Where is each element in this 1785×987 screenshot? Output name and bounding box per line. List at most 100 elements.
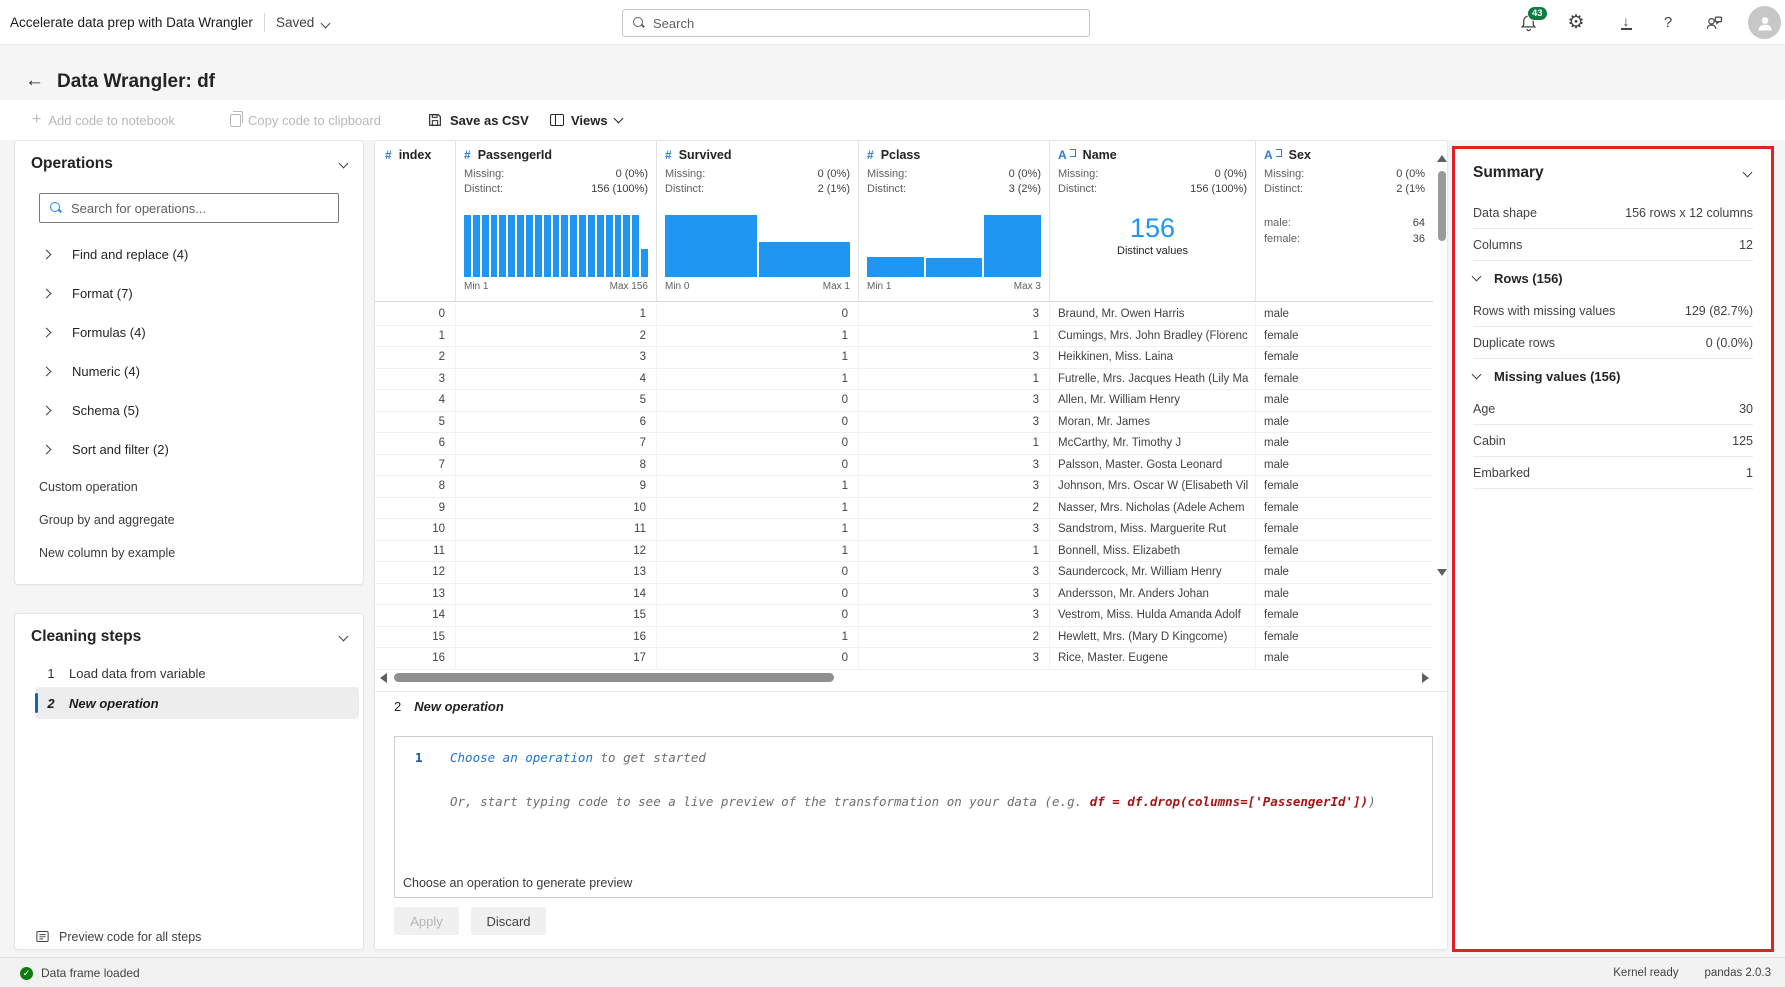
feedback-button[interactable] bbox=[1700, 0, 1728, 45]
table-cell[interactable]: Nasser, Mrs. Nicholas (Adele Achem bbox=[1049, 497, 1255, 519]
table-cell[interactable]: male bbox=[1255, 648, 1433, 670]
table-cell[interactable]: 0 bbox=[656, 605, 858, 627]
cleaning-step[interactable]: 2 New operation bbox=[35, 687, 359, 719]
table-cell[interactable]: 0 bbox=[656, 411, 858, 433]
operation-group[interactable]: Numeric (4) bbox=[15, 356, 363, 386]
column-header[interactable]: A Sex Missing: 0 (0% Distinct: 2 (1% male: 64 fe… bbox=[1255, 141, 1433, 301]
column-header[interactable]: # Pclass Missing: 0 (0%) Distinct: 3 (2%) Min … bbox=[858, 141, 1049, 301]
table-row[interactable]: 8 9 1 3 Johnson, Mrs. Oscar W (Elisabeth Vil… bbox=[375, 476, 1433, 498]
collapse-summary-icon[interactable] bbox=[1742, 167, 1753, 178]
table-cell[interactable]: Allen, Mr. William Henry bbox=[1049, 390, 1255, 412]
operation-link[interactable]: Custom operation bbox=[39, 480, 138, 494]
table-row[interactable]: 16 17 0 3 Rice, Master. Eugene male bbox=[375, 648, 1433, 670]
table-cell[interactable]: Sandstrom, Miss. Marguerite Rut bbox=[1049, 519, 1255, 541]
table-cell[interactable]: 9 bbox=[438, 501, 445, 514]
table-cell[interactable]: 3 bbox=[858, 390, 1049, 412]
table-cell[interactable]: 1 bbox=[656, 347, 858, 369]
operations-search-input[interactable] bbox=[71, 200, 321, 216]
table-cell[interactable]: 3 bbox=[858, 476, 1049, 498]
table-cell[interactable]: 10 bbox=[455, 497, 656, 519]
table-cell[interactable]: 1 bbox=[656, 325, 858, 347]
table-row[interactable]: 4 5 0 3 Allen, Mr. William Henry male bbox=[375, 390, 1433, 412]
table-row[interactable]: 2 3 1 3 Heikkinen, Miss. Laina female bbox=[375, 347, 1433, 369]
table-cell[interactable]: male bbox=[1255, 390, 1433, 412]
table-cell[interactable]: 5 bbox=[455, 390, 656, 412]
table-cell[interactable]: 14 bbox=[432, 609, 445, 621]
apply-button[interactable]: Apply bbox=[394, 907, 459, 935]
table-cell[interactable]: Palsson, Master. Gosta Leonard bbox=[1049, 454, 1255, 476]
table-cell[interactable]: male bbox=[1255, 433, 1433, 455]
table-cell[interactable]: 1 bbox=[656, 540, 858, 562]
table-cell[interactable]: 0 bbox=[656, 433, 858, 455]
table-cell[interactable]: 8 bbox=[455, 454, 656, 476]
table-cell[interactable]: male bbox=[1255, 304, 1433, 326]
column-header[interactable]: # PassengerId Missing: 0 (0%) Distinct: 156 (… bbox=[455, 141, 656, 301]
table-cell[interactable]: 3 bbox=[455, 347, 656, 369]
table-cell[interactable]: 7 bbox=[438, 458, 445, 471]
table-cell[interactable]: 12 bbox=[455, 540, 656, 562]
table-cell[interactable]: Vestrom, Miss. Hulda Amanda Adolf bbox=[1049, 605, 1255, 627]
table-cell[interactable]: Andersson, Mr. Anders Johan bbox=[1049, 583, 1255, 605]
discard-button[interactable]: Discard bbox=[471, 907, 546, 935]
table-cell[interactable]: 3 bbox=[858, 562, 1049, 584]
table-row[interactable]: 13 14 0 3 Andersson, Mr. Anders Johan male bbox=[375, 583, 1433, 605]
table-cell[interactable]: male bbox=[1255, 562, 1433, 584]
table-cell[interactable]: 0 bbox=[656, 562, 858, 584]
table-cell[interactable]: 3 bbox=[858, 605, 1049, 627]
operation-link[interactable]: Group by and aggregate bbox=[39, 513, 175, 527]
table-cell[interactable]: 6 bbox=[438, 437, 445, 449]
table-row[interactable]: 14 15 0 3 Vestrom, Miss. Hulda Amanda Adolf f… bbox=[375, 605, 1433, 627]
table-cell[interactable]: female bbox=[1255, 347, 1433, 369]
table-cell[interactable]: 2 bbox=[858, 497, 1049, 519]
table-cell[interactable]: female bbox=[1255, 540, 1433, 562]
table-cell[interactable]: Futrelle, Mrs. Jacques Heath (Lily Ma bbox=[1049, 368, 1255, 390]
operation-group[interactable]: Format (7) bbox=[15, 278, 363, 308]
code-editor[interactable]: 1 Choose an operation to get started Or,… bbox=[394, 736, 1433, 898]
table-cell[interactable]: 8 bbox=[438, 480, 445, 492]
table-cell[interactable]: 2 bbox=[455, 325, 656, 347]
table-cell[interactable]: 3 bbox=[858, 304, 1049, 326]
table-cell[interactable]: 3 bbox=[858, 519, 1049, 541]
table-cell[interactable]: 15 bbox=[455, 605, 656, 627]
table-cell[interactable]: 0 bbox=[656, 304, 858, 326]
table-cell[interactable]: 2 bbox=[858, 626, 1049, 648]
scroll-up-icon[interactable] bbox=[1437, 155, 1447, 162]
table-row[interactable]: 12 13 0 3 Saundercock, Mr. William Henry male bbox=[375, 562, 1433, 584]
help-button[interactable]: ? bbox=[1654, 0, 1682, 45]
back-button[interactable]: ← bbox=[25, 70, 44, 92]
table-cell[interactable]: 4 bbox=[438, 394, 445, 406]
table-cell[interactable]: 1 bbox=[455, 304, 656, 326]
table-cell[interactable]: 1 bbox=[858, 433, 1049, 455]
table-cell[interactable]: 0 bbox=[656, 390, 858, 412]
copy-code-button[interactable]: Copy code to clipboard bbox=[230, 100, 381, 140]
table-cell[interactable]: 4 bbox=[455, 368, 656, 390]
column-header[interactable]: # Survived Missing: 0 (0%) Distinct: 2 (1%) Mi… bbox=[656, 141, 858, 301]
table-cell[interactable]: Braund, Mr. Owen Harris bbox=[1049, 304, 1255, 326]
table-cell[interactable]: 3 bbox=[858, 454, 1049, 476]
table-cell[interactable]: 9 bbox=[455, 476, 656, 498]
table-row[interactable]: 15 16 1 2 Hewlett, Mrs. (Mary D Kingcome) fem… bbox=[375, 626, 1433, 648]
table-cell[interactable]: 3 bbox=[858, 583, 1049, 605]
table-row[interactable]: 10 11 1 3 Sandstrom, Miss. Marguerite Rut fem… bbox=[375, 519, 1433, 541]
table-cell[interactable]: 17 bbox=[455, 648, 656, 670]
table-cell[interactable]: Moran, Mr. James bbox=[1049, 411, 1255, 433]
table-cell[interactable]: 15 bbox=[432, 630, 445, 643]
table-cell[interactable]: Bonnell, Miss. Elizabeth bbox=[1049, 540, 1255, 562]
summary-section-header[interactable]: Rows (156) bbox=[1471, 261, 1753, 295]
table-cell[interactable]: McCarthy, Mr. Timothy J bbox=[1049, 433, 1255, 455]
table-cell[interactable]: 1 bbox=[858, 368, 1049, 390]
table-cell[interactable]: 1 bbox=[656, 497, 858, 519]
table-cell[interactable]: 0 bbox=[656, 648, 858, 670]
summary-section-header[interactable]: Missing values (156) bbox=[1471, 359, 1753, 393]
preview-code-all-steps-button[interactable]: Preview code for all steps bbox=[35, 929, 201, 944]
table-cell[interactable]: 3 bbox=[858, 411, 1049, 433]
table-cell[interactable]: male bbox=[1255, 454, 1433, 476]
collapse-cleaning-steps-icon[interactable] bbox=[338, 631, 349, 642]
settings-button[interactable]: ⚙ bbox=[1562, 0, 1590, 45]
table-cell[interactable]: female bbox=[1255, 519, 1433, 541]
code-line-1[interactable]: Choose an operation to get started bbox=[450, 750, 706, 765]
table-cell[interactable]: 3 bbox=[858, 648, 1049, 670]
operation-group[interactable]: Formulas (4) bbox=[15, 317, 363, 347]
table-cell[interactable]: 11 bbox=[433, 544, 445, 557]
